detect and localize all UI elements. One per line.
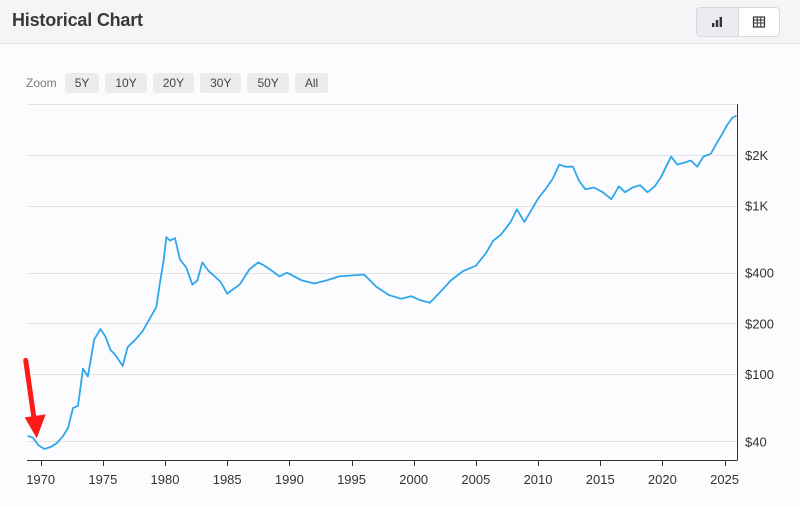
zoom-5y-button[interactable]: 5Y — [64, 73, 100, 93]
annotation-arrow-shaft — [23, 357, 38, 426]
x-tick-label: 2000 — [399, 472, 428, 487]
x-tick-label: 1985 — [213, 472, 242, 487]
y-tick-label: $1K — [745, 199, 768, 214]
zoom-50y-button[interactable]: 50Y — [247, 73, 289, 93]
y-tick-label: $40 — [745, 434, 767, 449]
zoom-label: Zoom — [26, 76, 57, 90]
y-tick-label: $200 — [745, 316, 774, 331]
price-series-line — [27, 115, 737, 450]
zoom-bar: Zoom 5Y 10Y 20Y 30Y 50Y All — [26, 73, 329, 93]
x-tick-label: 1995 — [337, 472, 366, 487]
zoom-20y-button[interactable]: 20Y — [152, 73, 195, 93]
table-view-button[interactable] — [737, 8, 780, 36]
x-tick-label: 2010 — [524, 472, 553, 487]
chart-view-button[interactable] — [697, 8, 738, 36]
x-tick-label: 2025 — [710, 472, 739, 487]
x-tick-label: 2015 — [586, 472, 615, 487]
y-tick-label: $400 — [745, 266, 774, 281]
x-tick-label: 1975 — [88, 472, 117, 487]
annotation-arrow-head — [24, 414, 46, 439]
y-tick-label: $2K — [745, 148, 768, 163]
x-tick-label: 2020 — [648, 472, 677, 487]
y-tick-label: $100 — [745, 367, 774, 382]
chart-title: Historical Chart — [12, 10, 143, 30]
zoom-all-button[interactable]: All — [294, 73, 329, 93]
x-tick-label: 1970 — [26, 472, 55, 487]
panel-header: Historical Chart — [0, 0, 800, 44]
zoom-10y-button[interactable]: 10Y — [105, 73, 147, 93]
x-tick-label: 1980 — [151, 472, 180, 487]
x-tick-label: 1990 — [275, 472, 304, 487]
table-icon — [752, 16, 765, 28]
view-toggle — [696, 7, 780, 37]
bar-chart-icon — [712, 17, 723, 27]
zoom-30y-button[interactable]: 30Y — [200, 73, 242, 93]
x-tick-label: 2005 — [461, 472, 490, 487]
